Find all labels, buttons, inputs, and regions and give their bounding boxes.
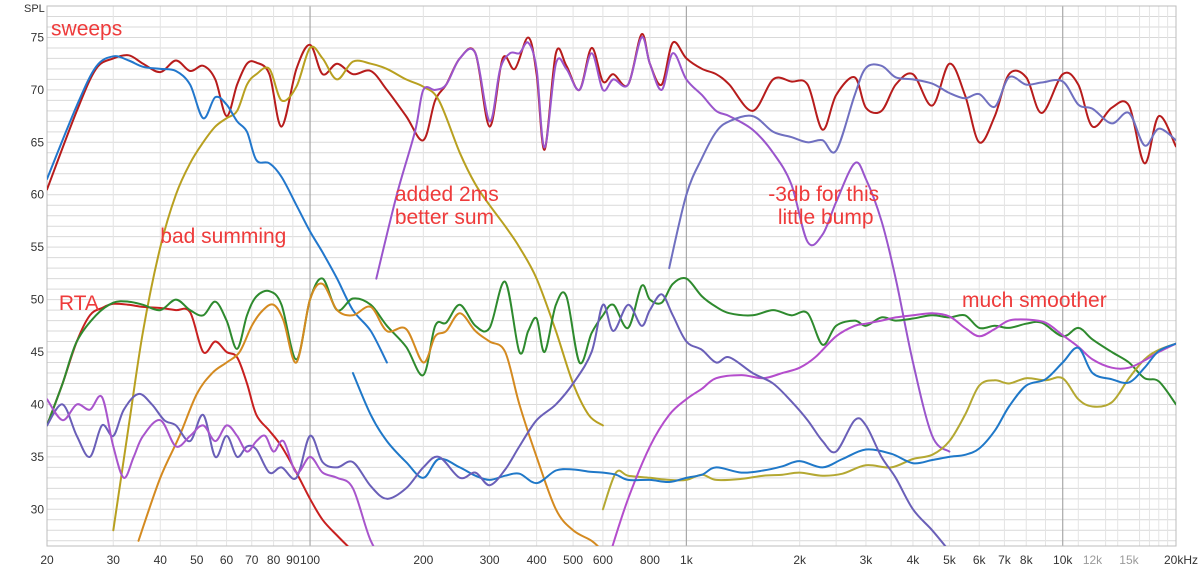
- x-tick-label: 50: [190, 553, 204, 567]
- x-tick-label: 60: [220, 553, 234, 567]
- x-tick-label: 15k: [1119, 553, 1139, 567]
- x-tick-label: 1k: [680, 553, 694, 567]
- x-tick-label: 40: [154, 553, 168, 567]
- x-tick-label: 20: [40, 553, 54, 567]
- series-line-9: [601, 342, 1176, 511]
- annotation-label: little bump: [778, 206, 874, 229]
- series-line-2: [112, 45, 604, 532]
- series-line-13: [47, 394, 375, 546]
- y-tick-label: 35: [31, 450, 45, 464]
- series-line-5: [668, 63, 1176, 270]
- x-tick-label: 5k: [943, 553, 957, 567]
- x-tick-label: 10k: [1053, 553, 1073, 567]
- x-tick-label: 4k: [907, 553, 921, 567]
- annotation-label: bad summing: [160, 225, 286, 248]
- y-tick-label: 75: [31, 30, 45, 44]
- series-line-4: [375, 36, 951, 453]
- y-tick-label: 30: [31, 502, 45, 516]
- annotation-label: -3db for this: [768, 183, 879, 206]
- x-tick-label: 8k: [1020, 553, 1034, 567]
- annotation-label: better sum: [395, 206, 494, 229]
- y-tick-label: 45: [31, 345, 45, 359]
- x-tick-label: 200: [413, 553, 433, 567]
- x-tick-label: 12k: [1083, 553, 1103, 567]
- x-tick-label: 3k: [860, 553, 874, 567]
- y-tick-label: 60: [31, 188, 45, 202]
- axes: SPL 75 70 65 60 55 50 45 40 35 30 20 30 40 50 60 70 80 90…: [24, 3, 1198, 567]
- x-tick-label: 20kHz: [1164, 553, 1198, 567]
- x-tick-label: 300: [480, 553, 500, 567]
- annotation-label: much smoother: [962, 289, 1107, 312]
- series-line-11: [351, 342, 1176, 485]
- x-tick-label: 500: [563, 553, 583, 567]
- y-tick-label: 40: [31, 397, 45, 411]
- series-line-10: [611, 312, 1176, 546]
- x-tick-label: 80: [267, 553, 281, 567]
- annotation-label: added 2ms: [395, 183, 499, 206]
- series-lines: [47, 33, 1176, 546]
- x-tick-label: 400: [527, 553, 547, 567]
- annotation-label: sweeps: [51, 17, 122, 40]
- y-axis-title: SPL: [24, 3, 45, 15]
- series-line-12: [47, 293, 947, 546]
- plot-area: [47, 6, 1176, 546]
- series-line-8: [137, 282, 600, 546]
- series-line-7: [47, 276, 1176, 427]
- y-tick-label: 65: [31, 135, 45, 149]
- x-tick-label: 6k: [973, 553, 987, 567]
- y-tick-label: 50: [31, 293, 45, 307]
- x-tick-label: 90: [286, 553, 300, 567]
- series-line-3: [47, 55, 388, 364]
- x-tick-label: 600: [593, 553, 613, 567]
- annotation-label: RTA: [59, 292, 99, 315]
- grid: [46, 5, 1177, 547]
- x-tick-label: 800: [640, 553, 660, 567]
- y-tick-label: 70: [31, 83, 45, 97]
- x-tick-label: 7k: [998, 553, 1012, 567]
- x-tick-label: 30: [107, 553, 121, 567]
- x-tick-label: 70: [245, 553, 259, 567]
- x-tick-label: 100: [300, 553, 320, 567]
- y-tick-label: 55: [31, 240, 45, 254]
- x-tick-label: 2k: [793, 553, 807, 567]
